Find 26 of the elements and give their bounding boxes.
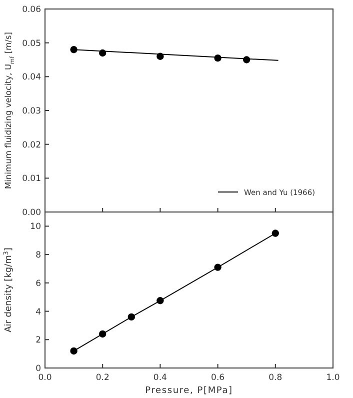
x-tick-label: 1.0 (326, 373, 340, 383)
y-tick-label: 0 (36, 364, 41, 374)
y-tick-label: 0.00 (22, 208, 41, 218)
x-tick-label: 0.0 (38, 373, 52, 383)
x-tick-label: 0.8 (268, 373, 282, 383)
y-tick-label: 8 (36, 250, 41, 261)
y-tick-label: 4 (36, 307, 41, 318)
point (214, 264, 222, 271)
y-tick-label: 0.04 (22, 72, 41, 83)
point (99, 330, 106, 338)
point (272, 230, 279, 237)
y-tick-label: 0.03 (22, 106, 41, 116)
point (156, 297, 164, 304)
x-tick-label: 0.2 (96, 373, 110, 383)
y-tick-label: 0.06 (22, 5, 41, 15)
x-tick-label: 0.6 (211, 373, 225, 383)
y-tick-label: 6 (36, 278, 41, 289)
y-tick-label: 0.05 (22, 38, 41, 49)
y-tick-label: 0.02 (22, 140, 41, 150)
point (70, 347, 78, 355)
point (128, 313, 135, 321)
y-tick-label: 0.01 (22, 174, 41, 184)
y-tick-label: 10 (30, 222, 41, 232)
x-tick-label: 0.4 (153, 373, 167, 383)
y-tick-label: 2 (36, 336, 41, 346)
x-axis-title: Pressure, P[MPa] (145, 386, 233, 396)
